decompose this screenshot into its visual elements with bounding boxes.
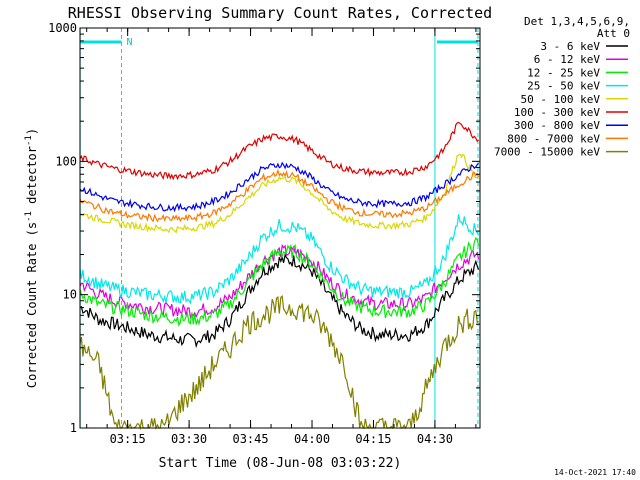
- plot-area: N: [79, 27, 481, 431]
- y-tick-label: 10: [63, 288, 77, 302]
- svg-text:Corrected Count Rate (s-1 dete: Corrected Count Rate (s-1 detector-1): [24, 128, 39, 388]
- y-axis-label-end: ): [25, 128, 39, 135]
- y-axis-label-mid: detector: [25, 146, 39, 211]
- chart-title: RHESSI Observing Summary Count Rates, Co…: [68, 4, 492, 22]
- series-line-8: [79, 295, 479, 431]
- y-axis-label-main: Corrected Count Rate (s: [25, 222, 39, 388]
- series-line-5: [79, 121, 479, 181]
- y-axis-label-sup1: -1: [24, 211, 34, 222]
- y-tick-label: 1: [70, 421, 77, 435]
- plot-frame: [79, 27, 481, 429]
- legend-label-6: 300 - 800 keV: [514, 119, 600, 132]
- x-axis-ticks: 03:15 03:30 03:45 04:00 04:15 04:30: [86, 28, 477, 446]
- legend-label-8: 7000 - 15000 keV: [494, 146, 600, 159]
- series-line-1: [79, 243, 480, 319]
- x-tick-label: 03:45: [232, 432, 268, 446]
- y-tick-label: 1000: [48, 21, 77, 35]
- legend-header-line2: Att 0: [597, 27, 630, 40]
- y-axis-ticks: 1 10 100 1000: [48, 21, 480, 435]
- x-tick-label: 04:15: [355, 432, 391, 446]
- series-line-7: [79, 168, 480, 223]
- x-tick-label: 04:30: [417, 432, 453, 446]
- series-line-6: [79, 161, 480, 213]
- x-tick-label: 04:00: [294, 432, 330, 446]
- y-axis-label-sup2: -1: [24, 135, 34, 146]
- series-line-4: [79, 153, 480, 234]
- legend-label-0: 3 - 6 keV: [540, 40, 600, 53]
- legend-header-line1: Det 1,3,4,5,6,9,: [524, 15, 630, 28]
- legend-label-3: 25 - 50 keV: [527, 80, 600, 93]
- series-line-0: [79, 253, 480, 349]
- footer-timestamp: 14-Oct-2021 17:40: [554, 468, 636, 477]
- y-axis-label: Corrected Count Rate (s-1 detector-1): [24, 128, 39, 388]
- legend-label-1: 6 - 12 keV: [534, 53, 601, 66]
- series-line-3: [79, 214, 480, 305]
- legend-label-2: 12 - 25 keV: [527, 66, 600, 79]
- x-axis-label: Start Time (08-Jun-08 03:03:22): [159, 456, 402, 471]
- legend-label-4: 50 - 100 keV: [521, 93, 601, 106]
- night-bar-label: N: [127, 37, 133, 48]
- legend-label-7: 800 - 7000 keV: [507, 132, 600, 145]
- x-tick-label: 03:15: [110, 432, 146, 446]
- y-tick-label: 100: [55, 154, 77, 168]
- x-tick-label: 03:30: [171, 432, 207, 446]
- legend-label-5: 100 - 300 keV: [514, 106, 600, 119]
- series-line-2: [79, 236, 480, 327]
